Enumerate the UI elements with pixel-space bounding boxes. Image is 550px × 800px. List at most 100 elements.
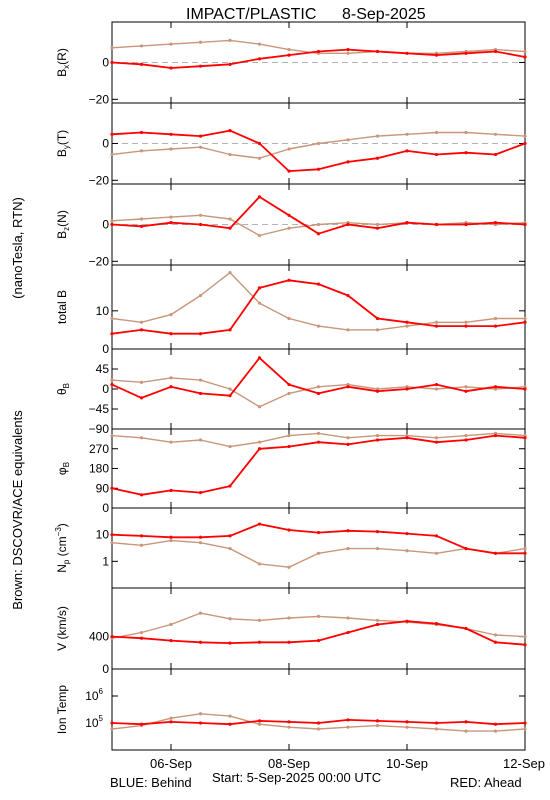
ytick-label-bx: −20	[89, 92, 110, 106]
data-point-np-ahead	[169, 535, 173, 539]
data-point-theta-ahead	[169, 385, 173, 389]
data-point-temp-dscovr	[375, 724, 380, 728]
data-point-bt-dscovr	[139, 320, 144, 324]
data-point-phi-ahead	[257, 447, 262, 451]
data-point-theta-ahead	[346, 385, 350, 389]
data-point-bt-ahead	[257, 286, 262, 290]
data-point-bx-ahead	[523, 55, 527, 59]
data-point-by-dscovr	[169, 147, 173, 151]
data-point-temp-ahead	[110, 721, 114, 725]
data-point-np-dscovr	[405, 549, 409, 553]
footer-behind-label: BLUE: Behind	[110, 775, 192, 790]
data-point-np-dscovr	[257, 562, 262, 566]
data-point-by-dscovr	[405, 132, 409, 136]
data-point-bt-dscovr	[110, 316, 114, 321]
data-point-v-ahead	[405, 619, 409, 623]
data-point-theta-ahead	[375, 389, 380, 393]
data-point-phi-ahead	[405, 436, 409, 440]
data-point-by-ahead	[110, 132, 114, 136]
series-line-bt-dscovr	[111, 271, 525, 331]
ytick-label-v: 0	[102, 662, 109, 676]
series-line-by-dscovr	[111, 131, 526, 159]
ytick-label-by: 0	[102, 137, 109, 151]
data-point-temp-ahead	[434, 721, 439, 725]
data-point-temp-ahead	[198, 721, 203, 725]
data-point-np-dscovr	[316, 551, 321, 555]
data-point-temp-dscovr	[493, 729, 498, 733]
data-point-by-ahead	[169, 132, 173, 136]
ytick-label-bx: 0	[102, 56, 109, 70]
data-point-v-ahead	[139, 636, 144, 640]
data-point-by-ahead	[346, 160, 350, 164]
panel-ylabel-by: By(T)	[55, 130, 71, 157]
data-point-temp-ahead	[493, 722, 498, 726]
data-point-np-ahead	[405, 531, 409, 536]
data-point-bz-ahead	[523, 222, 527, 227]
data-point-phi-ahead	[493, 433, 498, 438]
data-point-theta-dscovr	[316, 385, 321, 389]
data-point-theta-dscovr	[375, 387, 380, 391]
data-point-v-dscovr	[346, 616, 350, 620]
data-point-np-ahead	[346, 529, 350, 533]
data-point-bz-ahead	[169, 221, 173, 225]
data-point-temp-ahead	[287, 720, 291, 724]
data-point-theta-dscovr	[464, 385, 468, 389]
data-point-theta-dscovr	[287, 391, 291, 396]
data-point-phi-ahead	[523, 436, 527, 440]
data-point-theta-dscovr	[493, 387, 498, 391]
data-point-theta-ahead	[316, 391, 321, 396]
data-point-by-dscovr	[464, 130, 468, 135]
data-point-bt-dscovr	[198, 293, 203, 298]
xtick-label: 08-Sep	[268, 756, 310, 771]
data-point-by-ahead	[405, 149, 409, 153]
data-point-temp-ahead	[405, 720, 409, 724]
xtick-label: 12-Sep	[503, 756, 545, 771]
data-point-by-ahead	[464, 151, 468, 155]
data-point-np-ahead	[316, 530, 321, 535]
data-point-theta-dscovr	[346, 382, 350, 387]
data-point-phi-dscovr	[139, 436, 144, 440]
data-point-temp-dscovr	[257, 722, 262, 726]
data-point-v-dscovr	[169, 622, 173, 627]
ytick-label-temp: 105	[85, 714, 103, 730]
ytick-label-phi: 0	[102, 501, 109, 515]
data-point-v-ahead	[523, 643, 527, 647]
data-point-v-dscovr	[228, 617, 232, 621]
panel-ylabel-bz: Bz(N)	[55, 210, 71, 239]
data-point-by-dscovr	[346, 138, 350, 142]
data-point-np-ahead	[375, 530, 380, 534]
data-point-temp-dscovr	[110, 727, 114, 731]
data-point-by-ahead	[523, 141, 527, 146]
series-line-by-ahead	[111, 129, 526, 173]
data-point-temp-ahead	[375, 719, 380, 723]
data-point-theta-ahead	[139, 396, 144, 400]
data-point-bz-ahead	[257, 195, 262, 199]
data-point-bt-ahead	[375, 316, 380, 321]
ytick-label-np: 10	[96, 528, 110, 542]
data-point-temp-dscovr	[464, 729, 468, 733]
data-point-v-ahead	[198, 640, 203, 644]
data-point-bz-ahead	[228, 226, 232, 230]
data-point-by-dscovr	[110, 152, 114, 157]
data-point-theta-ahead	[434, 382, 439, 387]
data-point-bz-ahead	[198, 222, 203, 227]
data-point-theta-ahead	[257, 356, 262, 360]
data-point-phi-ahead	[346, 442, 350, 446]
data-point-np-ahead	[287, 528, 291, 532]
data-point-phi-dscovr	[257, 440, 262, 444]
data-point-v-dscovr	[139, 630, 144, 635]
data-point-bz-ahead	[375, 226, 380, 230]
series-line-phi-ahead	[111, 434, 526, 496]
data-point-v-dscovr	[493, 633, 498, 637]
data-point-bx-dscovr	[257, 42, 262, 46]
ytick-label-theta: −90	[89, 422, 110, 436]
panel-frame-bt	[111, 264, 526, 350]
data-point-bz-dscovr	[287, 226, 291, 230]
data-point-phi-dscovr	[405, 433, 409, 438]
data-point-temp-ahead	[316, 721, 321, 725]
dscovr-note-label: Brown: DSCOVR/ACE equivalents	[10, 410, 25, 610]
data-point-np-ahead	[523, 551, 527, 555]
data-point-bt-dscovr	[493, 316, 498, 321]
footer-start-label: Start: 5-Sep-2025 00:00 UTC	[212, 770, 381, 785]
data-point-temp-ahead	[464, 720, 468, 724]
